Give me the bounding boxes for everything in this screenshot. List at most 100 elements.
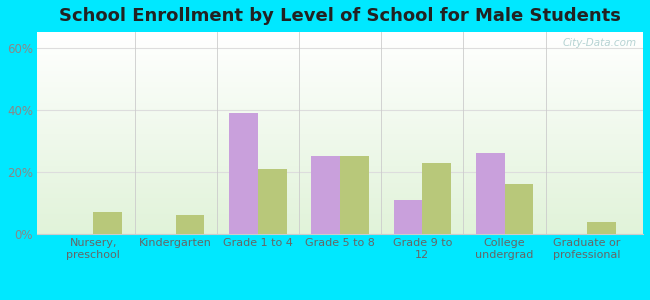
Bar — [37, 84, 643, 85]
Bar — [37, 221, 643, 222]
Bar — [37, 62, 643, 63]
Bar — [37, 161, 643, 162]
Bar — [37, 153, 643, 154]
Bar — [37, 127, 643, 128]
Bar — [37, 34, 643, 35]
Bar — [37, 185, 643, 187]
Bar — [37, 69, 643, 70]
Bar — [37, 155, 643, 156]
Bar — [37, 229, 643, 230]
Bar — [37, 44, 643, 45]
Bar — [37, 116, 643, 117]
Bar — [37, 65, 643, 66]
Bar — [37, 130, 643, 131]
Bar — [37, 117, 643, 118]
Bar — [37, 160, 643, 161]
Bar — [37, 218, 643, 219]
Bar — [37, 48, 643, 49]
Bar — [37, 151, 643, 152]
Bar — [37, 45, 643, 46]
Bar — [37, 55, 643, 56]
Bar — [37, 162, 643, 163]
Bar — [37, 72, 643, 74]
Bar — [37, 143, 643, 144]
Bar — [37, 133, 643, 134]
Bar — [37, 74, 643, 76]
Bar — [37, 170, 643, 171]
Bar — [37, 120, 643, 121]
Bar — [37, 61, 643, 62]
Bar — [37, 182, 643, 184]
Bar — [37, 33, 643, 34]
Bar — [37, 64, 643, 65]
Bar — [37, 174, 643, 175]
Bar — [37, 124, 643, 125]
Bar — [37, 121, 643, 122]
Bar — [37, 53, 643, 54]
Bar — [37, 193, 643, 194]
Bar — [422, 163, 451, 234]
Bar — [37, 85, 643, 86]
Bar — [37, 212, 643, 213]
Bar — [37, 217, 643, 218]
Bar — [37, 199, 643, 200]
Bar — [37, 202, 643, 203]
Bar — [311, 156, 340, 234]
Bar — [37, 132, 643, 133]
Bar — [37, 163, 643, 164]
Bar — [37, 76, 643, 77]
Bar — [37, 94, 643, 95]
Bar — [37, 88, 643, 90]
Bar — [37, 207, 643, 208]
Bar — [37, 115, 643, 116]
Bar — [37, 107, 643, 108]
Bar — [37, 79, 643, 80]
Bar — [37, 38, 643, 39]
Bar — [37, 189, 643, 190]
Bar — [37, 178, 643, 179]
Bar — [37, 71, 643, 72]
Bar — [37, 226, 643, 227]
Bar — [37, 147, 643, 148]
Bar — [37, 158, 643, 159]
Bar — [37, 195, 643, 196]
Bar — [37, 102, 643, 103]
Bar — [37, 187, 643, 188]
Bar — [37, 134, 643, 135]
Bar — [37, 227, 643, 228]
Bar — [37, 188, 643, 189]
Bar — [37, 54, 643, 55]
Bar — [37, 225, 643, 226]
Bar — [37, 85, 643, 87]
Bar — [37, 173, 643, 174]
Bar — [37, 156, 643, 157]
Bar — [37, 49, 643, 50]
Bar — [37, 169, 643, 170]
Bar — [37, 57, 643, 58]
Bar — [504, 184, 533, 234]
Bar — [37, 77, 643, 79]
Bar — [37, 56, 643, 57]
Bar — [37, 192, 643, 193]
Bar — [37, 176, 643, 178]
Bar — [37, 204, 643, 205]
Bar — [37, 148, 643, 149]
Bar — [37, 159, 643, 160]
Bar — [37, 196, 643, 198]
Bar — [37, 35, 643, 36]
Bar — [37, 97, 643, 98]
Bar — [37, 93, 643, 94]
Bar — [37, 206, 643, 207]
Bar — [37, 112, 643, 113]
Bar — [37, 82, 643, 83]
Bar — [37, 118, 643, 119]
Bar — [37, 172, 643, 173]
Bar — [37, 59, 643, 60]
Bar — [37, 135, 643, 136]
Bar — [176, 215, 204, 234]
Bar — [37, 129, 643, 130]
Bar — [37, 70, 643, 71]
Bar — [37, 139, 643, 140]
Bar — [37, 164, 643, 165]
Bar — [37, 63, 643, 64]
